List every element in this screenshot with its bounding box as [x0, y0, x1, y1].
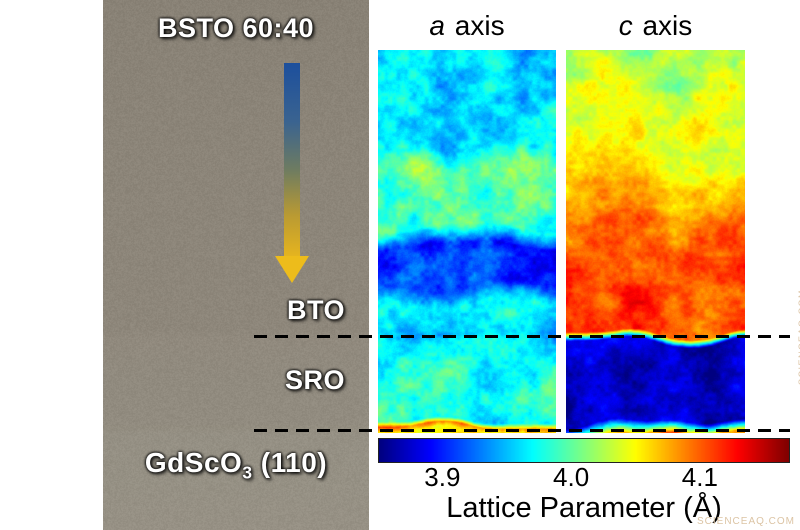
a-axis-title-text: axis	[447, 10, 505, 41]
c-axis-map-title: c axis	[566, 10, 745, 42]
interface-dashed-line-bto-sro	[254, 335, 790, 338]
arrow-head-icon	[275, 256, 309, 283]
sro-layer-label: SRO	[285, 365, 345, 396]
substrate-label-prefix: GdScO	[145, 447, 242, 478]
stem-image-panel: BSTO 60:40 BTO SRO GdScO3 (110)	[103, 0, 369, 530]
bsto-film-label: BSTO 60:40	[103, 13, 369, 44]
c-axis-title-text: axis	[635, 10, 693, 41]
watermark-corner: SCIENCEAQ.COM	[697, 516, 795, 527]
substrate-label-subscript: 3	[242, 463, 252, 483]
colorbar	[378, 438, 790, 463]
a-axis-heatmap-panel	[378, 50, 556, 433]
figure-root: BSTO 60:40 BTO SRO GdScO3 (110) a axis c…	[0, 0, 800, 530]
colorbar-tick-label: 4.0	[553, 462, 589, 493]
c-axis-heatmap-panel	[566, 50, 745, 433]
c-axis-heatmap	[566, 50, 745, 433]
substrate-label-suffix: (110)	[252, 447, 327, 478]
colorbar-tick-label: 4.1	[682, 462, 718, 493]
a-axis-map-title: a axis	[378, 10, 556, 42]
colorbar-gradient	[379, 439, 789, 462]
bto-layer-label: BTO	[287, 295, 345, 326]
c-axis-title-letter: c	[619, 10, 633, 41]
composition-gradient-arrow-shaft	[284, 63, 300, 258]
colorbar-ticks: 3.9 4.0 4.1	[378, 462, 790, 490]
a-axis-heatmap	[378, 50, 556, 433]
substrate-label: GdScO3 (110)	[103, 447, 369, 484]
colorbar-tick-label: 3.9	[424, 462, 460, 493]
interface-dashed-line-sro-substrate	[254, 429, 790, 432]
a-axis-title-letter: a	[429, 10, 445, 41]
